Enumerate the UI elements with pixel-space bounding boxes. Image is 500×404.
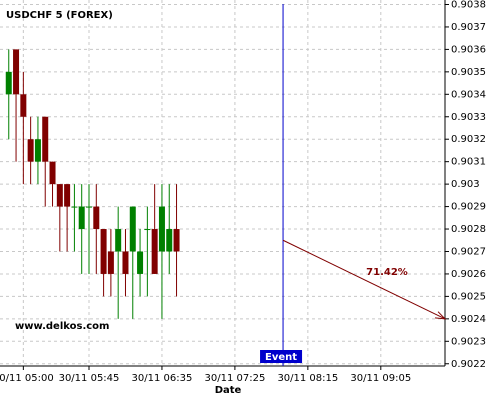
y-tick-label: 0.9023 (451, 336, 486, 347)
chart-title: USDCHF 5 (FOREX) (6, 10, 113, 21)
y-tick-label: 0.9028 (451, 224, 486, 235)
candle-body (34, 139, 41, 162)
prediction-label: 71.42% (366, 267, 408, 278)
candle-body (93, 206, 100, 230)
candle-body (13, 49, 20, 95)
y-tick-label: 0.9033 (451, 112, 486, 123)
candle-body (173, 229, 180, 252)
event-box (260, 350, 303, 363)
y-tick-label: 0.9035 (451, 67, 486, 78)
candle-body (5, 71, 12, 95)
x-axis-title: Date (215, 385, 242, 396)
candle-body (100, 229, 107, 274)
candle-body (49, 161, 56, 185)
y-tick-label: 0.9022 (451, 359, 486, 370)
candle-body (20, 94, 27, 117)
prediction-arrow (282, 239, 446, 320)
candle-body (158, 206, 165, 252)
candle-body (151, 229, 158, 274)
candle-body (86, 206, 92, 208)
candle-body (129, 206, 136, 252)
y-tick-label: 0.9034 (451, 89, 486, 100)
candle-body (122, 251, 129, 274)
x-tick-label: 30/11 07:25 (204, 373, 265, 384)
candle-body (78, 206, 85, 230)
x-tick-label: 30/11 06:35 (132, 373, 193, 384)
y-tick-label: 0.9024 (451, 314, 486, 325)
y-tick-label: 0.9029 (451, 202, 486, 213)
candle-body (56, 184, 63, 207)
y-tick-label: 0.903 (451, 179, 480, 190)
y-tick-label: 0.9032 (451, 134, 486, 145)
candle-body (27, 139, 34, 162)
x-tick-label: 30/11 09:05 (350, 373, 411, 384)
candle-body (115, 229, 122, 252)
y-tick-label: 0.9038 (451, 0, 486, 10)
candle-body (166, 229, 173, 252)
candle-body (144, 229, 151, 231)
candle-body (71, 206, 78, 208)
y-tick-label: 0.9031 (451, 157, 486, 168)
event-label: Event (265, 352, 297, 363)
candle-body (42, 116, 49, 162)
y-tick-label: 0.9037 (451, 22, 486, 33)
x-tick-label: 30/11 05:00 (0, 373, 54, 384)
x-tick-label: 30/11 05:45 (59, 373, 120, 384)
y-tick-label: 0.9027 (451, 246, 486, 257)
y-tick-label: 0.9026 (451, 269, 486, 280)
y-tick-label: 0.9036 (451, 44, 486, 55)
y-tick-label: 0.9025 (451, 291, 486, 302)
watermark: www.delkos.com (15, 321, 109, 332)
x-tick-label: 30/11 08:15 (277, 373, 338, 384)
candle-body (64, 184, 71, 207)
arrow-head (435, 311, 447, 320)
candle-body (137, 251, 144, 274)
candle-body (107, 251, 114, 274)
